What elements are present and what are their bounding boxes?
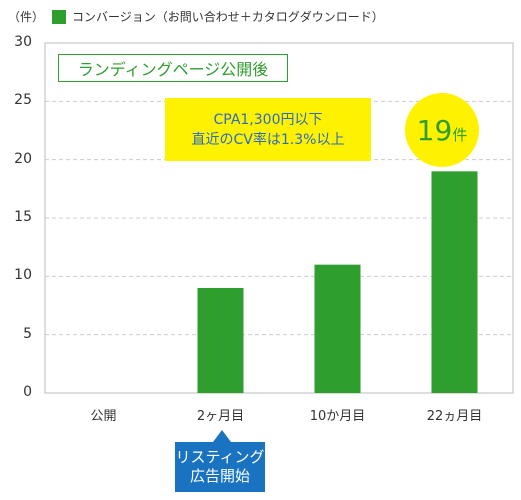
y-tick-label: 20 <box>14 150 32 167</box>
cpa-line-2: 直近のCV率は1.3%以上 <box>191 131 345 148</box>
y-tick-label: 0 <box>23 384 32 400</box>
x-tick-label: 公開 <box>90 409 117 424</box>
y-tick-label: 25 <box>14 92 32 109</box>
y-tick-label: 5 <box>23 325 32 342</box>
legend-label: コンバージョン（お問い合わせ＋カタログダウンロード） <box>72 10 384 24</box>
x-tick-label: 22ヵ月目 <box>426 409 483 424</box>
legend-swatch <box>52 9 66 24</box>
listing-ad-callout: リスティング 広告開始 <box>175 442 265 492</box>
y-tick-label: 15 <box>14 209 32 225</box>
callout-arrow-icon <box>213 430 231 442</box>
bar <box>197 288 244 393</box>
bar <box>314 264 361 393</box>
lp-published-label: ランディングページ公開後 <box>58 54 288 82</box>
y-tick-label: 10 <box>14 267 32 284</box>
cpa-line-1: CPA1,300円以下 <box>213 111 323 128</box>
y-tick-label: 30 <box>14 34 32 50</box>
y-unit-label: （件） <box>8 10 45 24</box>
highlight-circle: 19 件 <box>405 93 479 167</box>
cpa-annotation: CPA1,300円以下 直近のCV率は1.3%以上 <box>165 98 371 161</box>
bar <box>431 171 478 393</box>
callout-line-1: リスティング <box>175 448 265 466</box>
highlight-value: 19 <box>416 113 453 147</box>
highlight-unit: 件 <box>452 125 468 144</box>
callout-line-2: 広告開始 <box>189 467 250 485</box>
x-tick-label: 10か月目 <box>309 409 366 424</box>
legend: コンバージョン（お問い合わせ＋カタログダウンロード） <box>52 8 384 25</box>
x-tick-label: 2ヶ月目 <box>196 409 245 424</box>
